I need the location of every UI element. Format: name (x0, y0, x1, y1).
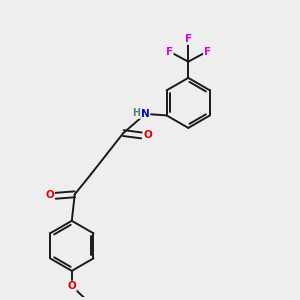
Text: H: H (132, 108, 140, 118)
Text: O: O (45, 190, 54, 200)
Text: F: F (166, 47, 173, 57)
Text: O: O (143, 130, 152, 140)
Text: O: O (68, 281, 76, 291)
Text: N: N (141, 109, 150, 119)
Text: F: F (185, 34, 192, 44)
Text: F: F (204, 47, 211, 57)
